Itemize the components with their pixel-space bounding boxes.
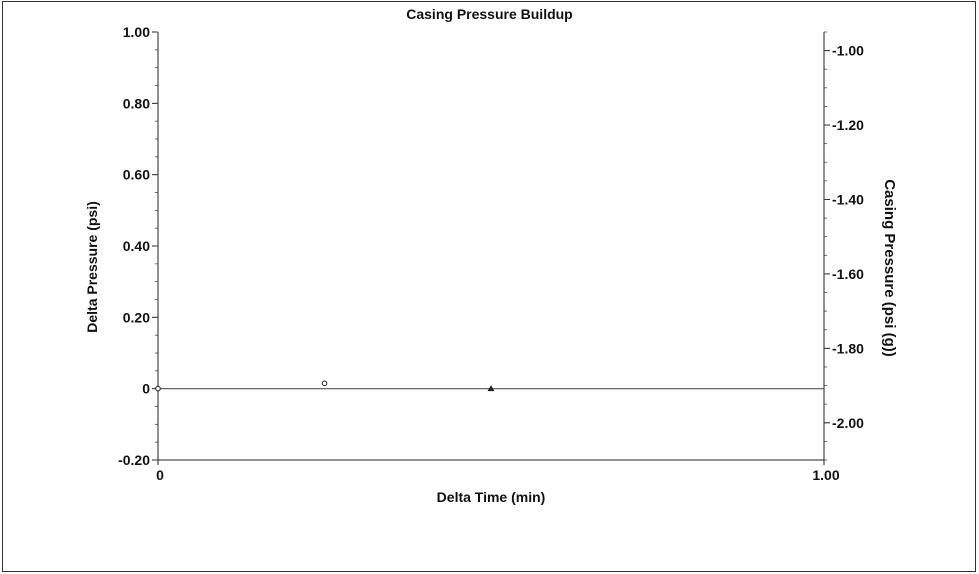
y-tick-label-right: -1.00 bbox=[832, 43, 864, 59]
x-axis-label: Delta Time (min) bbox=[436, 489, 546, 505]
y-tick-label-left: 0.40 bbox=[123, 238, 150, 254]
y-tick-label-left: 1.00 bbox=[123, 24, 150, 40]
y-tick-label-left: 0 bbox=[142, 381, 150, 397]
data-point bbox=[487, 385, 495, 392]
y-tick-label-right: -1.60 bbox=[832, 266, 864, 282]
x-tick-label: 0 bbox=[156, 467, 164, 483]
chart-title: Casing Pressure Buildup bbox=[406, 6, 573, 22]
data-point bbox=[155, 385, 161, 392]
y-tick-label-right: -1.20 bbox=[832, 117, 864, 133]
y-tick-label-left: 0.20 bbox=[123, 309, 150, 325]
y-tick-label-left: 0.80 bbox=[123, 95, 150, 111]
y-tick-label-left: 0.60 bbox=[123, 167, 150, 183]
y-tick-label-right: -1.80 bbox=[832, 340, 864, 356]
x-tick-label: 1.00 bbox=[812, 467, 839, 483]
y-tick-label-right: -2.00 bbox=[832, 415, 864, 431]
data-point bbox=[321, 380, 328, 387]
y-tick-label-left: -0.20 bbox=[118, 452, 150, 468]
y-tick-label-right: -1.40 bbox=[832, 191, 864, 207]
